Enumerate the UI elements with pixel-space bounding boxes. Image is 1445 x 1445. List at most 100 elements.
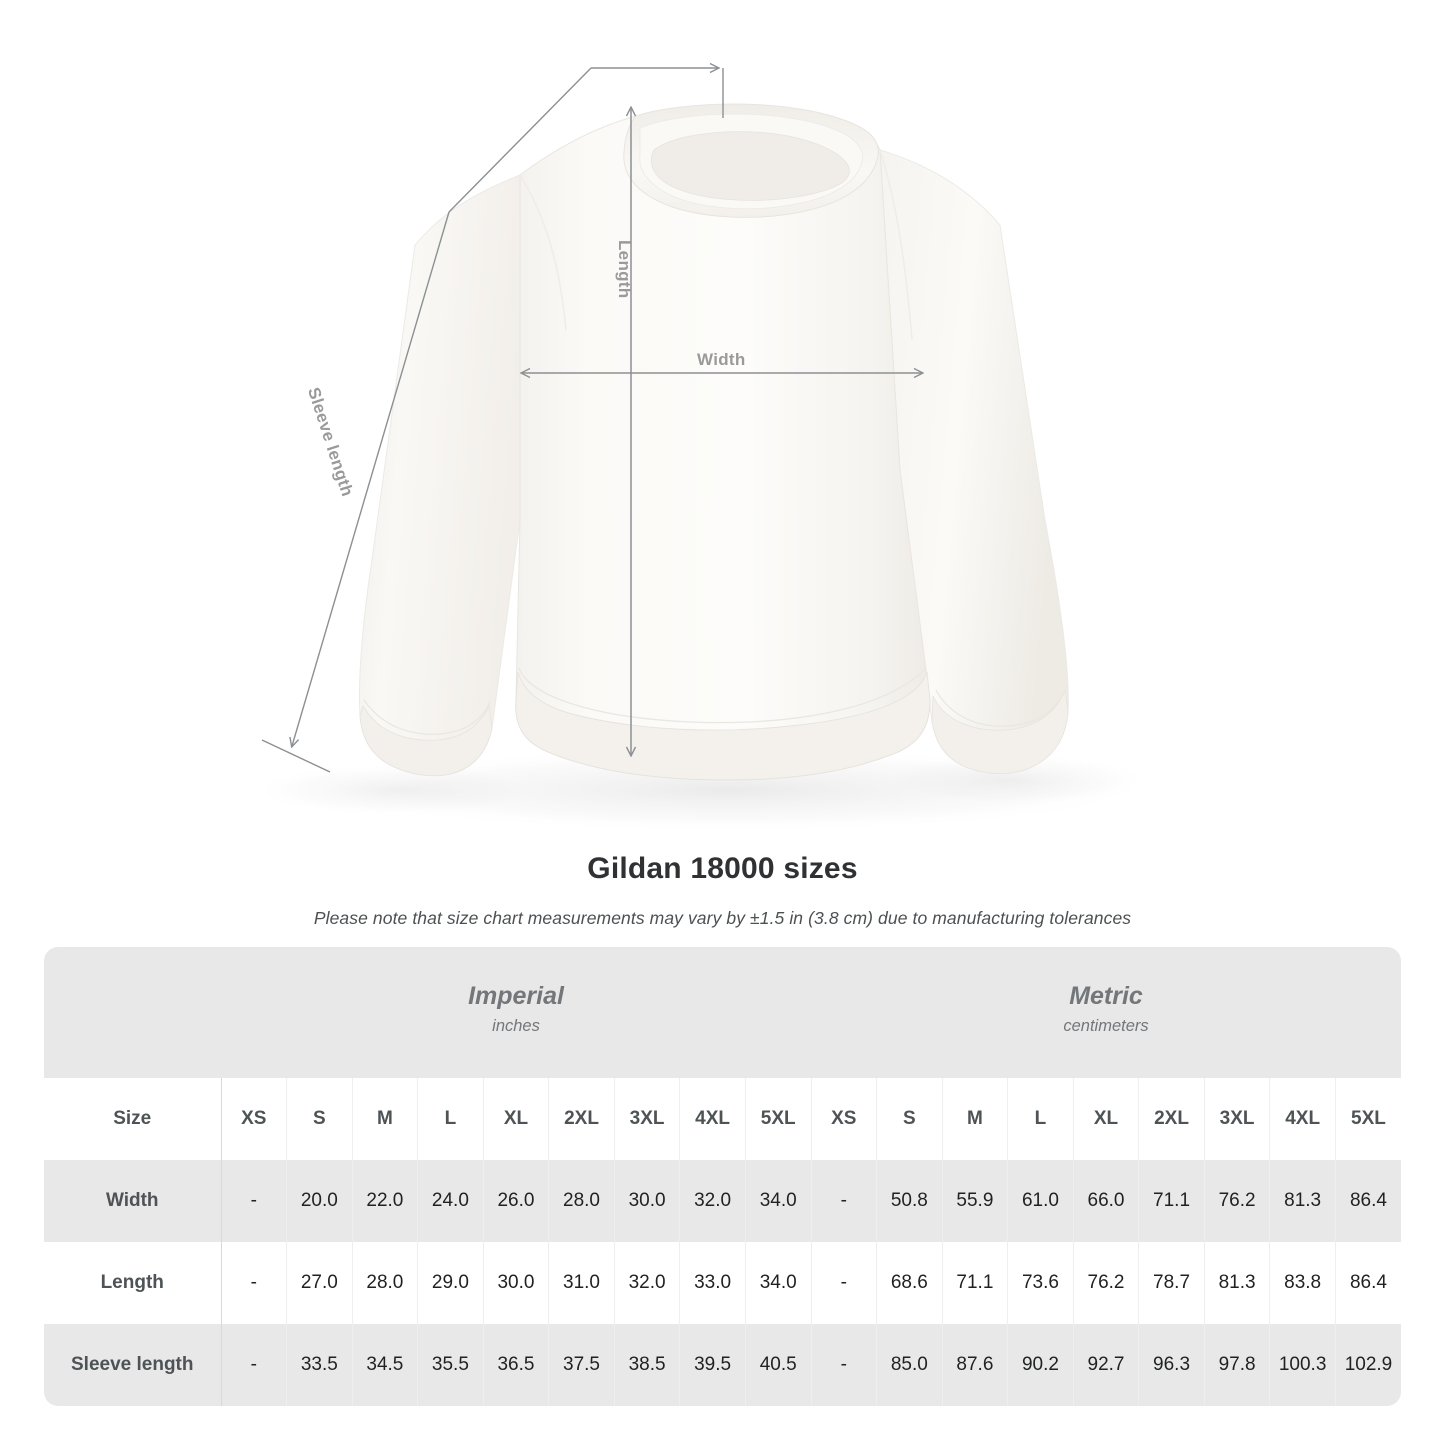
size-header-metric-5xl: 5XL [1335,1078,1402,1160]
sleeve-bottom-tick [261,739,331,773]
cell-length-metric-s: 68.6 [876,1242,943,1324]
size-header-imperial-3xl: 3XL [614,1078,681,1160]
table-row: Length -27.0 28.0 29.0 30.0 31.0 32.0 33.0 34.0-… [44,1242,1402,1324]
size-chart-table-wrapper: Imperial inches Metric centimeters Size X… [44,947,1402,1406]
size-header-metric-m: M [942,1078,1009,1160]
cell-sleeve-length-imperial-m: 34.5 [352,1324,419,1406]
cell-sleeve-length-metric-xl: 92.7 [1073,1324,1140,1406]
size-header-imperial-4xl: 4XL [679,1078,746,1160]
cell-width-metric-m: 55.9 [942,1160,1009,1242]
size-header-metric-l: L [1007,1078,1074,1160]
cell-sleeve-length-imperial-4xl: 39.5 [679,1324,746,1406]
size-header-metric-xl: XL [1073,1078,1140,1160]
cell-width-imperial-3xl: 30.0 [614,1160,681,1242]
cell-sleeve-length-metric-2xl: 96.3 [1138,1324,1205,1406]
garment-illustration: Width Length Sleeve length [250,0,1150,830]
cell-length-metric-5xl: 86.4 [1335,1242,1402,1324]
row-label-sleeve-length: Sleeve length [44,1324,222,1406]
row-label-length: Length [44,1242,222,1324]
cell-sleeve-length-imperial-2xl: 37.5 [548,1324,615,1406]
cell-width-metric-3xl: 76.2 [1204,1160,1271,1242]
metric-unit-cell: Metric centimeters [811,947,1402,1078]
cell-length-metric-xl: 76.2 [1073,1242,1140,1324]
table-row: Sleeve length -33.5 34.5 35.5 36.5 37.5 38.5 39… [44,1324,1402,1406]
cell-sleeve-length-imperial-xl: 36.5 [483,1324,550,1406]
cell-sleeve-length-metric-m: 87.6 [942,1324,1009,1406]
cell-sleeve-length-imperial-3xl: 38.5 [614,1324,681,1406]
row-label-width: Width [44,1160,222,1242]
size-header-metric-xs: XS [810,1078,878,1160]
sweatshirt-diagram [250,0,1150,830]
length-label: Length [615,240,634,299]
cell-width-metric-l: 61.0 [1007,1160,1074,1242]
cell-sleeve-length-imperial-l: 35.5 [417,1324,484,1406]
cell-width-imperial-xs: - [221,1160,288,1242]
cell-length-metric-xs: - [810,1242,878,1324]
size-header-imperial-s: S [286,1078,353,1160]
cell-width-imperial-2xl: 28.0 [548,1160,615,1242]
size-header-imperial-5xl: 5XL [745,1078,812,1160]
cell-sleeve-length-metric-s: 85.0 [876,1324,943,1406]
size-header-metric-2xl: 2XL [1138,1078,1205,1160]
metric-unit-sub: centimeters [1063,1017,1149,1036]
cell-length-metric-2xl: 78.7 [1138,1242,1205,1324]
cell-length-imperial-xs: - [221,1242,288,1324]
cell-length-imperial-2xl: 31.0 [548,1242,615,1324]
cell-width-metric-4xl: 81.3 [1269,1160,1336,1242]
cell-sleeve-length-imperial-5xl: 40.5 [745,1324,812,1406]
table-row: Width -20.0 22.0 24.0 26.0 28.0 30.0 32.0 34.0-5… [44,1160,1402,1242]
size-header-row: Size XS S M L XL 2XL 3XL 4XL 5XL XS S M L XL 2XL 3XL 4XL 5… [44,1078,1402,1160]
cell-sleeve-length-metric-xs: - [810,1324,878,1406]
sleeve-leader-diagonal [448,67,592,213]
imperial-unit-sub: inches [492,1017,540,1036]
unit-banner-row: Imperial inches Metric centimeters [44,947,1402,1078]
cell-length-imperial-5xl: 34.0 [745,1242,812,1324]
cell-sleeve-length-imperial-s: 33.5 [286,1324,353,1406]
cell-length-metric-3xl: 81.3 [1204,1242,1271,1324]
cell-length-imperial-m: 28.0 [352,1242,419,1324]
cell-width-metric-2xl: 71.1 [1138,1160,1205,1242]
cell-width-imperial-m: 22.0 [352,1160,419,1242]
size-header-imperial-2xl: 2XL [548,1078,615,1160]
cell-width-metric-xs: - [810,1160,878,1242]
cell-sleeve-length-metric-3xl: 97.8 [1204,1324,1271,1406]
cell-sleeve-length-metric-5xl: 102.9 [1335,1324,1402,1406]
metric-unit-name: Metric [1069,982,1143,1011]
cell-width-imperial-4xl: 32.0 [679,1160,746,1242]
cell-width-imperial-5xl: 34.0 [745,1160,812,1242]
unit-banner-blank [44,947,221,1078]
size-header-metric-3xl: 3XL [1204,1078,1271,1160]
cell-width-imperial-s: 20.0 [286,1160,353,1242]
cell-length-imperial-xl: 30.0 [483,1242,550,1324]
size-header-imperial-l: L [417,1078,484,1160]
cell-sleeve-length-metric-l: 90.2 [1007,1324,1074,1406]
cell-length-metric-l: 73.6 [1007,1242,1074,1324]
width-label: Width [697,350,746,369]
title-block: Gildan 18000 sizes Please note that size… [0,830,1445,929]
size-header-metric-s: S [876,1078,943,1160]
cell-length-imperial-4xl: 33.0 [679,1242,746,1324]
sleeve-measure-line [292,211,450,746]
cell-sleeve-length-imperial-xs: - [221,1324,288,1406]
size-header-imperial-xl: XL [483,1078,550,1160]
cell-width-metric-5xl: 86.4 [1335,1160,1402,1242]
page-title: Gildan 18000 sizes [587,852,858,885]
cell-length-imperial-l: 29.0 [417,1242,484,1324]
cell-width-metric-xl: 66.0 [1073,1160,1140,1242]
size-header-imperial-xs: XS [221,1078,288,1160]
cell-length-imperial-s: 27.0 [286,1242,353,1324]
cell-length-metric-m: 71.1 [942,1242,1009,1324]
cell-width-imperial-xl: 26.0 [483,1160,550,1242]
cell-length-metric-4xl: 83.8 [1269,1242,1336,1324]
imperial-unit-name: Imperial [468,982,564,1011]
cell-width-metric-s: 50.8 [876,1160,943,1242]
size-header-imperial-m: M [352,1078,419,1160]
imperial-unit-cell: Imperial inches [221,947,812,1078]
tolerance-note: Please note that size chart measurements… [313,908,1132,928]
size-header-metric-4xl: 4XL [1269,1078,1336,1160]
cell-sleeve-length-metric-4xl: 100.3 [1269,1324,1336,1406]
cell-width-imperial-l: 24.0 [417,1160,484,1242]
size-column-header: Size [44,1078,222,1160]
size-chart-table: Imperial inches Metric centimeters Size X… [44,947,1402,1406]
cell-length-imperial-3xl: 32.0 [614,1242,681,1324]
